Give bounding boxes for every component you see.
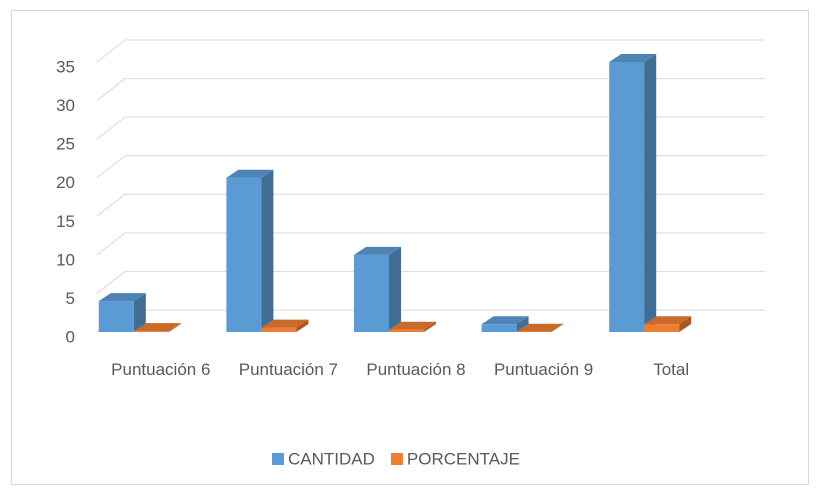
bar-side (168, 323, 181, 332)
bar-front (133, 331, 169, 332)
bar-top (389, 321, 436, 330)
bar-side (261, 169, 274, 332)
legend-label: PORCENTAJE (407, 449, 520, 468)
legend-label: CANTIDAD (288, 449, 375, 468)
x-tick-label: Total (653, 360, 690, 379)
bar-top (516, 323, 564, 332)
bar-front (226, 177, 262, 332)
y-tick-label: 35 (56, 57, 75, 76)
grid-line-depth (96, 193, 126, 217)
bar-top (609, 54, 657, 62)
bar-top (644, 316, 692, 325)
bar-front (261, 327, 297, 332)
y-tick-label: 20 (56, 173, 75, 192)
bar-side (644, 54, 657, 332)
y-tick-label: 0 (66, 327, 75, 346)
bar-side (516, 316, 529, 332)
bar-side (389, 246, 401, 332)
bar-top (226, 169, 274, 178)
bar-top (98, 293, 146, 302)
y-tick-label: 10 (56, 250, 75, 269)
bar-side (296, 319, 309, 332)
bar-side (679, 316, 692, 332)
bar-front (609, 62, 645, 332)
legend-swatch (272, 453, 284, 465)
grid-line-depth (96, 271, 126, 294)
bar-front (481, 324, 517, 332)
y-tick-label: 5 (66, 289, 75, 308)
grid-line-depth (96, 78, 126, 101)
bar-top (354, 246, 401, 255)
bar-front (98, 301, 134, 332)
y-tick-label: 15 (56, 212, 75, 231)
bar-top (261, 319, 309, 328)
bar-top (133, 323, 181, 332)
bar-front (389, 329, 424, 332)
grid-line-depth (96, 116, 126, 140)
legend-swatch (390, 453, 403, 465)
y-tick-label: 25 (56, 135, 75, 154)
x-tick-label: Puntuación 9 (493, 360, 594, 379)
chart-border (11, 10, 809, 485)
x-tick-label: Puntuación 7 (238, 360, 339, 379)
bar-front (354, 254, 389, 332)
x-tick-label: Puntuación 6 (111, 360, 211, 379)
bar-front (644, 324, 680, 332)
grid-line-depth (96, 155, 126, 179)
grid-line-depth (96, 39, 126, 63)
bar-side (551, 323, 564, 332)
bar-side (424, 321, 436, 332)
y-tick-label: 30 (56, 96, 75, 115)
bar-side (133, 293, 146, 332)
x-tick-label: Puntuación 8 (366, 360, 466, 379)
bar-top (481, 316, 529, 325)
grid-line-depth (96, 232, 126, 256)
